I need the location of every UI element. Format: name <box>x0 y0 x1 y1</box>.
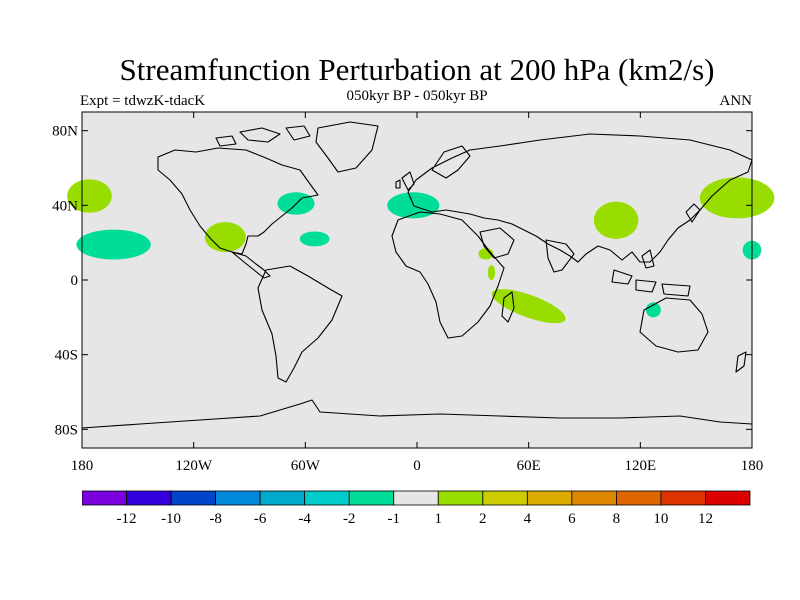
lon-tick-label: 180 <box>741 458 764 474</box>
anomaly-negative-northern-australia <box>645 302 661 318</box>
colorbar-box <box>215 490 261 506</box>
colorbar-label: -6 <box>254 511 267 527</box>
colorbar-box <box>437 490 484 506</box>
colorbar-label: -12 <box>117 511 137 527</box>
colorbar-label: -8 <box>209 511 222 527</box>
colorbar-label: 8 <box>613 511 621 527</box>
coastline-south-america <box>257 265 343 383</box>
colorbar-boxes <box>82 490 751 506</box>
coastline-scandinavia <box>431 145 471 179</box>
colorbar-box <box>259 490 306 506</box>
colorbar-box <box>393 490 439 506</box>
coastline-antarctica <box>81 399 753 429</box>
colorbar-box <box>616 490 662 506</box>
coastline-eurasia <box>407 133 753 263</box>
colorbar-box <box>170 490 216 506</box>
coastline-new-zealand <box>735 351 747 373</box>
anomaly-negative-subtropical-pacific <box>76 229 151 260</box>
coastline-british-isles <box>395 171 415 191</box>
page-title: Streamfunction Perturbation at 200 hPa (… <box>119 52 715 87</box>
lon-tick-label: 60E <box>517 458 541 474</box>
coastline-japan <box>685 203 701 223</box>
coastline-africa <box>391 211 505 339</box>
colorbar-box <box>82 490 127 506</box>
coastline-india <box>545 239 575 273</box>
colorbar-box <box>526 490 573 506</box>
coastline-maritime-continent <box>611 249 691 297</box>
anomaly-negative-central-atlantic <box>299 231 330 247</box>
colorbar: -12 -10 -8 -6 -4 -2 -1 1 2 4 6 8 10 12 <box>82 490 751 527</box>
coastline-central-america <box>231 251 271 279</box>
anomaly-positive-south-indian-ocean <box>491 289 566 324</box>
season-label: ANN <box>719 93 753 109</box>
anomaly-positive-tibet <box>593 201 639 239</box>
anomaly-positive-north-pacific-west <box>699 177 775 219</box>
colorbar-label: 10 <box>653 511 668 527</box>
anomaly-layer <box>67 177 775 324</box>
colorbar-label: 6 <box>568 511 576 527</box>
experiment-label: Expt = tdwzK-tdacK <box>80 93 206 109</box>
coastline-greenland <box>315 121 379 173</box>
colorbar-box <box>660 490 706 506</box>
anomaly-positive-mexico <box>204 222 246 252</box>
colorbar-box <box>482 490 528 506</box>
coastline-madagascar <box>501 291 515 323</box>
coastline-arctic-islands <box>215 125 311 147</box>
lon-tick-label: 180 <box>71 458 94 474</box>
anomaly-positive-north-pacific-east <box>67 179 112 213</box>
map-background <box>82 112 752 448</box>
colorbar-label: -10 <box>161 511 181 527</box>
colorbar-box <box>571 490 617 506</box>
colorbar-box <box>304 490 350 506</box>
colorbar-label: 12 <box>698 511 713 527</box>
period-subtitle: 050kyr BP - 050kyr BP <box>346 88 488 104</box>
lon-tick-label: 0 <box>413 458 421 474</box>
colorbar-box <box>126 490 172 506</box>
colorbar-label: -4 <box>298 511 311 527</box>
coastline-arabia <box>479 227 515 259</box>
lat-tick-label: 40S <box>55 348 78 364</box>
colorbar-label: 4 <box>524 511 532 527</box>
colorbar-box <box>705 490 751 506</box>
lon-tick-label: 60W <box>291 458 321 474</box>
lon-tick-label: 120E <box>624 458 656 474</box>
colorbar-labels: -12 -10 -8 -6 -4 -2 -1 1 2 4 6 8 10 12 <box>117 511 713 527</box>
colorbar-box <box>348 490 395 506</box>
anomaly-positive-east-africa-small <box>487 265 496 280</box>
lat-tick-label: 0 <box>71 273 79 289</box>
colorbar-label: -2 <box>343 511 356 527</box>
colorbar-label: 1 <box>435 511 443 527</box>
colorbar-label: 2 <box>479 511 487 527</box>
lat-tick-label: 40N <box>52 198 78 214</box>
longitude-axis: 180 120W 60W 0 60E 120E 180 <box>71 112 764 474</box>
coastline-north-america <box>157 147 319 255</box>
latitude-axis: 80N 40N 0 40S 80S <box>52 124 752 438</box>
lon-tick-label: 120W <box>175 458 213 474</box>
coastlines <box>81 121 753 429</box>
coastline-australia <box>639 297 709 353</box>
colorbar-label: -1 <box>387 511 400 527</box>
lat-tick-label: 80N <box>52 124 78 140</box>
lat-tick-label: 80S <box>55 422 78 438</box>
